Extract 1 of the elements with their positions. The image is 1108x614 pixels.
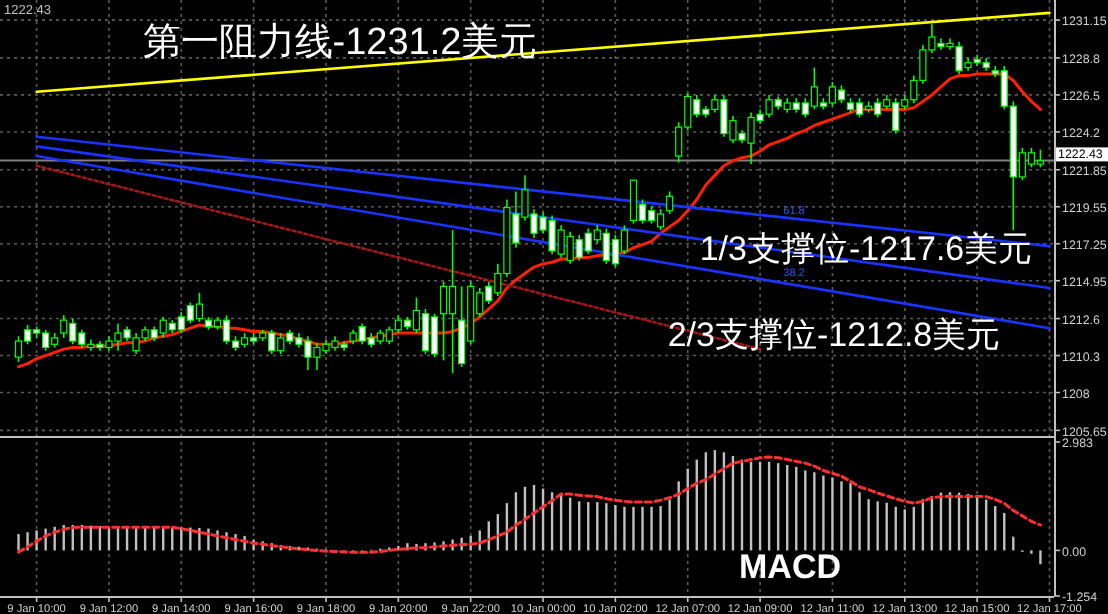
annotation: MACD xyxy=(739,548,841,586)
